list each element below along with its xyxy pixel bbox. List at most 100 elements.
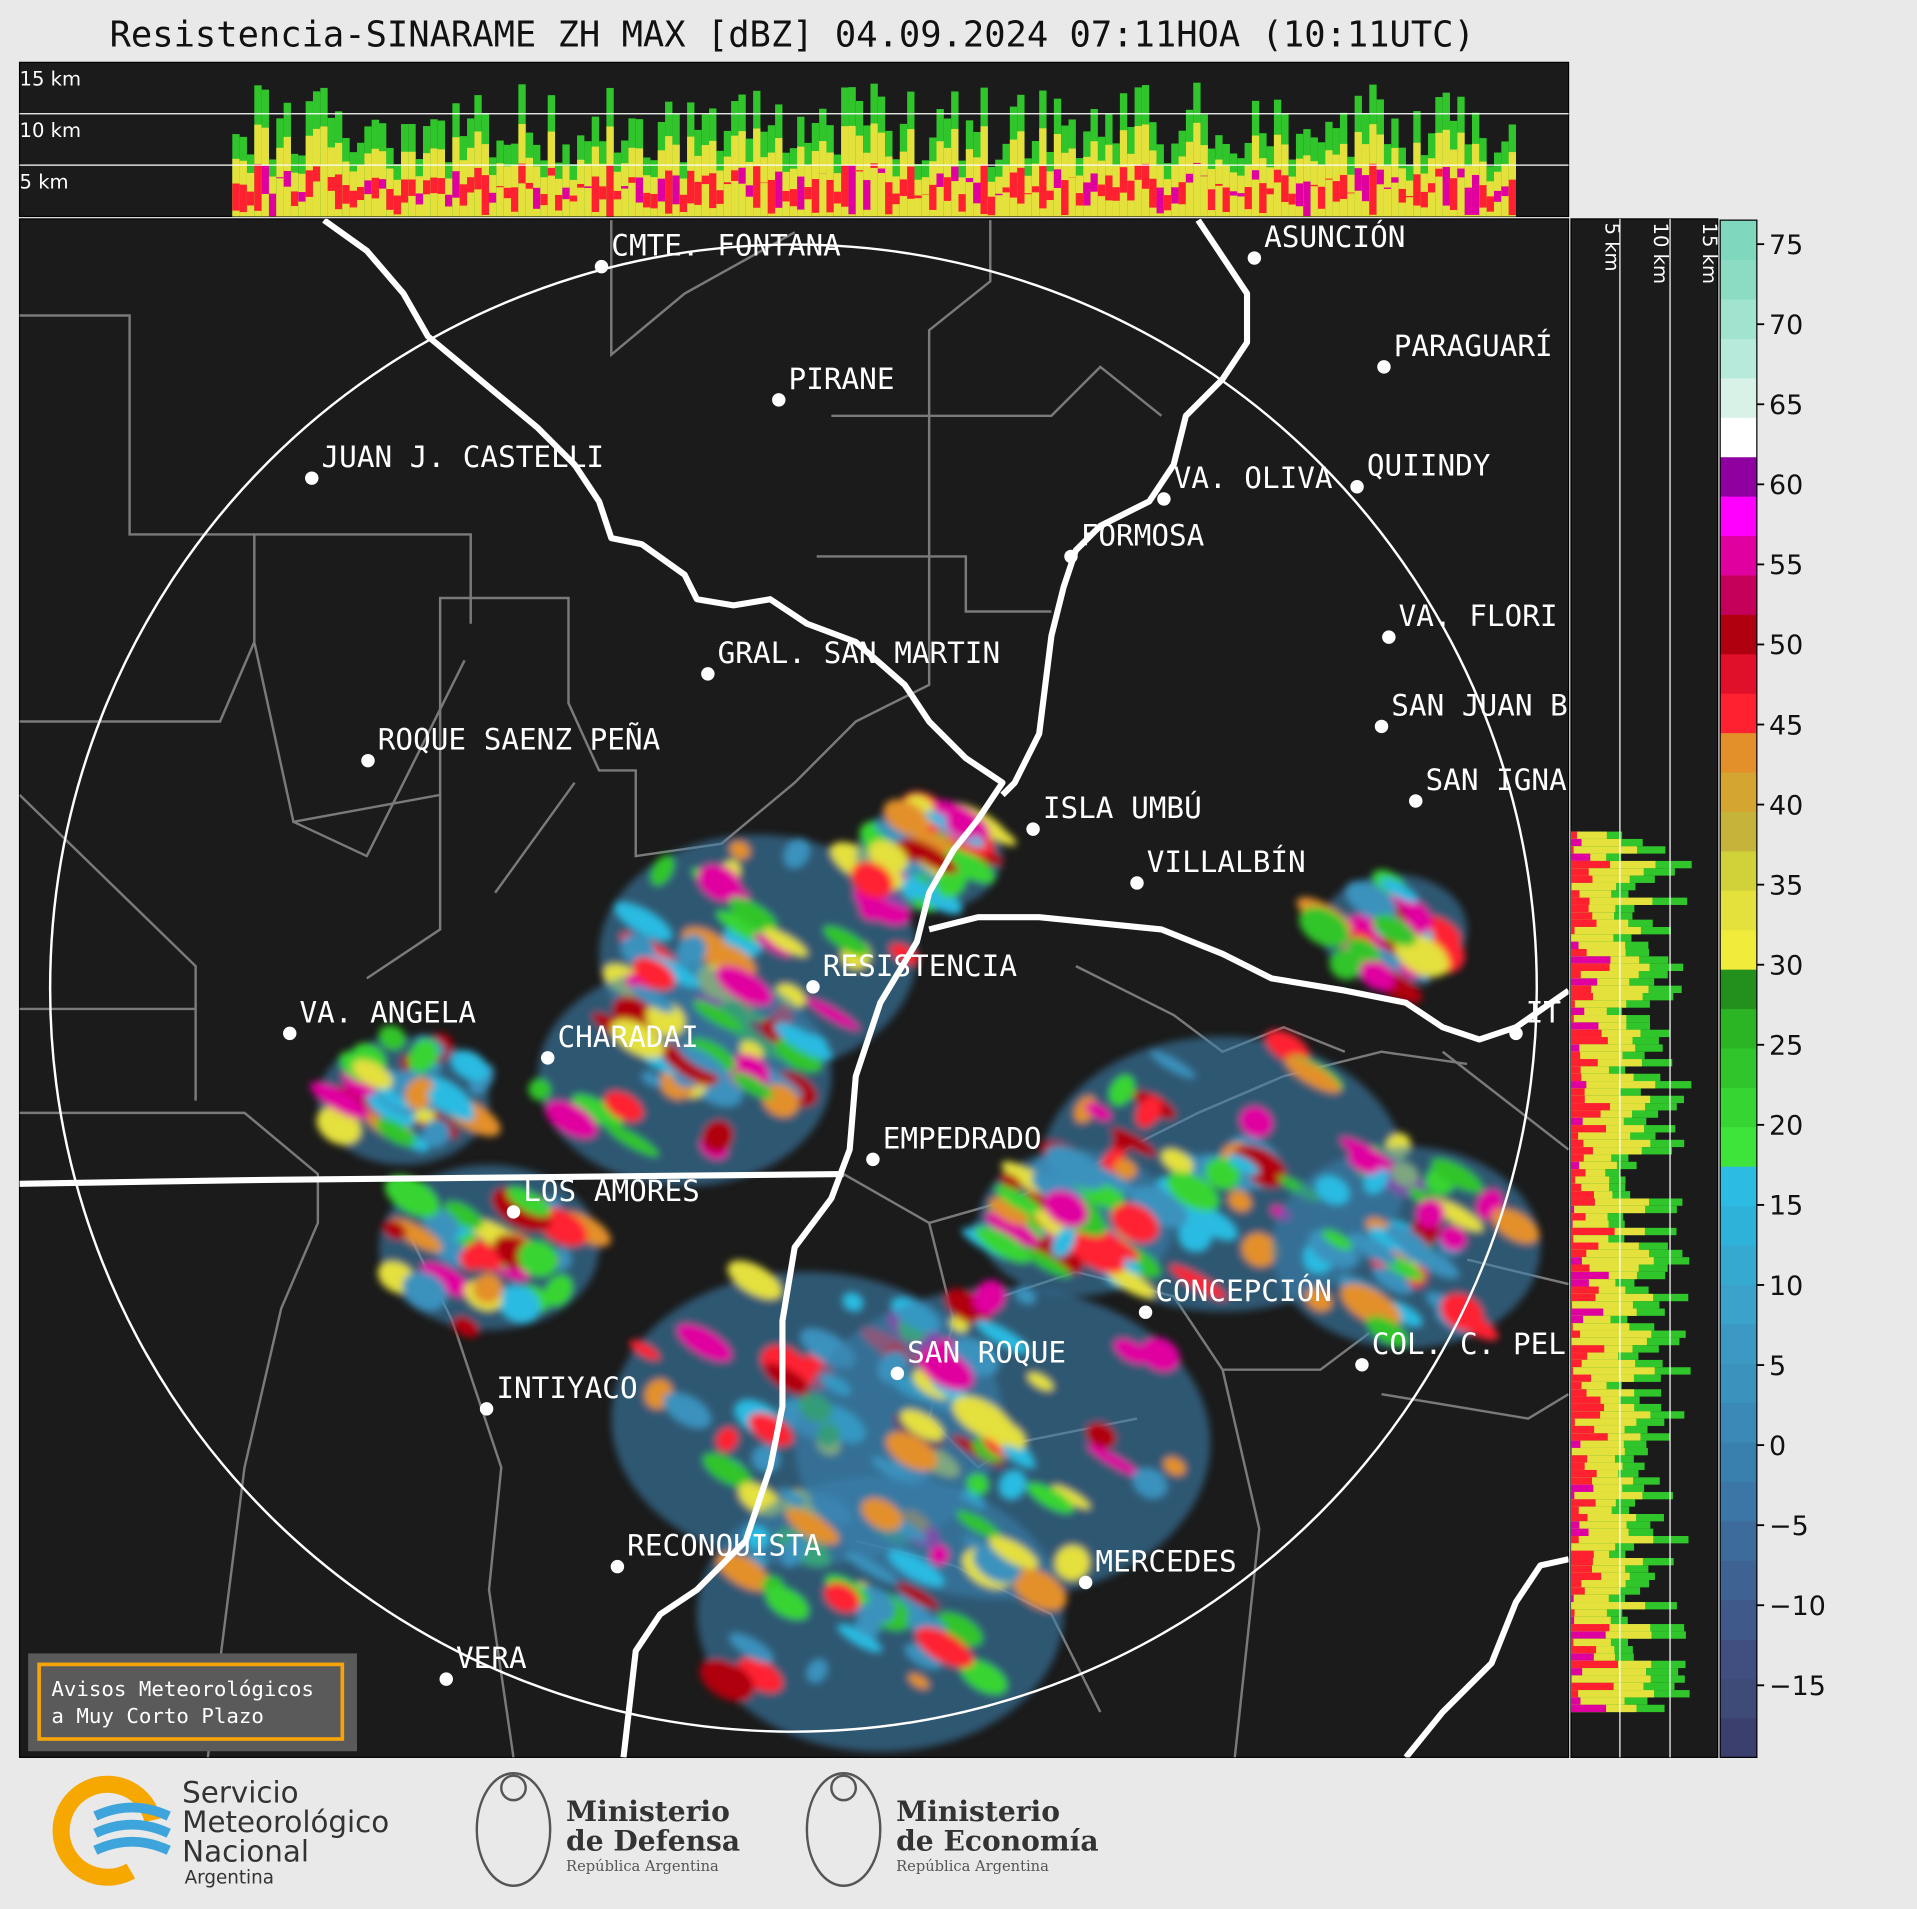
- place-label: ROQUE SAENZ PEÑA: [378, 722, 661, 757]
- place-dot: [594, 259, 609, 274]
- echo-row: [1571, 1125, 1645, 1133]
- echo-column: [356, 186, 365, 200]
- colorbar-tick-label: 5: [1769, 1351, 1786, 1382]
- echo-row: [1571, 1631, 1652, 1639]
- place-label: SAN ROQUE: [907, 1335, 1066, 1369]
- echo-column: [232, 183, 240, 211]
- place-label: MERCEDES: [1095, 1544, 1236, 1578]
- echo-cell: [1166, 1171, 1220, 1212]
- echo-cell: [731, 1072, 774, 1100]
- colorbar-band: [1720, 338, 1757, 379]
- echo-column: [1303, 181, 1311, 217]
- echo-column: [635, 177, 644, 203]
- echo-column: [1457, 168, 1465, 178]
- place-label: SAN JUAN B: [1391, 688, 1568, 722]
- echo-cell: [861, 1497, 903, 1531]
- echo-cell: [701, 1119, 734, 1153]
- place-label: VA. ANGELA: [300, 995, 477, 1029]
- echo-cell: [842, 1292, 864, 1312]
- echo-column: [1178, 182, 1186, 205]
- echo-row: [1571, 1558, 1593, 1566]
- echo-column: [1405, 195, 1414, 198]
- echo-row: [1571, 941, 1579, 949]
- echo-cell: [506, 1186, 551, 1217]
- echo-cell: [753, 933, 792, 958]
- echo-cell: [945, 849, 996, 884]
- echo-cell: [1051, 1227, 1076, 1258]
- echo-column: [907, 166, 915, 199]
- echo-row: [1571, 1088, 1620, 1096]
- place-label: COL. C. PEL: [1372, 1327, 1566, 1361]
- altitude-label: 15 km: [1698, 223, 1721, 284]
- echo-column: [290, 191, 299, 207]
- echo-cell: [1086, 1444, 1143, 1479]
- echo-row: [1571, 1095, 1585, 1104]
- echo-cell: [1135, 1095, 1162, 1129]
- echo-cell: [1344, 880, 1397, 921]
- echo-cell: [1365, 1315, 1410, 1348]
- echo-cell: [1130, 1185, 1188, 1228]
- echo-column: [408, 179, 416, 196]
- echo-column: [1310, 161, 1318, 217]
- echo-column: [261, 165, 269, 194]
- echo-cell: [675, 934, 707, 968]
- echo-cell: [975, 1319, 1030, 1354]
- echo-column: [276, 147, 284, 217]
- echo-cell: [1012, 1568, 1067, 1612]
- echo-row: [1571, 963, 1650, 972]
- echo-cell: [1185, 1203, 1238, 1241]
- echo-column: [584, 186, 592, 189]
- echo-row: [1571, 1462, 1623, 1470]
- echo-row: [1571, 1044, 1580, 1052]
- echo-row: [1571, 890, 1580, 898]
- echo-row: [1571, 1587, 1585, 1595]
- echo-row: [1571, 1132, 1579, 1140]
- echo-row: [1571, 846, 1574, 854]
- echo-column: [1310, 184, 1318, 187]
- echo-cell: [907, 1672, 930, 1690]
- colorbar-tick-label: 35: [1769, 870, 1803, 901]
- logo-text: Argentina: [185, 1867, 274, 1888]
- echo-row: [1571, 1066, 1581, 1074]
- echo-row: [1571, 1609, 1575, 1617]
- place-dot: [1138, 1305, 1153, 1319]
- echo-column: [496, 186, 504, 188]
- echo-column: [855, 170, 864, 172]
- echo-column: [701, 175, 710, 185]
- echo-cell: [650, 854, 675, 887]
- echo-column: [782, 190, 790, 202]
- echo-row: [1571, 948, 1626, 957]
- echo-column: [1134, 164, 1142, 180]
- echo-column: [877, 168, 886, 173]
- echo-cell: [959, 1658, 1008, 1696]
- echo-cell: [896, 1582, 940, 1610]
- colorbar-band: [1720, 1442, 1757, 1483]
- echo-cell: [1067, 1232, 1125, 1274]
- echo-row: [1571, 1029, 1641, 1038]
- place-dot: [1382, 630, 1396, 644]
- echo-row: [1571, 1484, 1623, 1492]
- echo-column: [1017, 167, 1025, 204]
- echo-column: [1391, 177, 1399, 183]
- echo-row: [1571, 1330, 1652, 1338]
- place-label: GRAL. SAN MARTIN: [718, 636, 1000, 670]
- echo-column: [1068, 148, 1076, 217]
- echo-row: [1571, 1359, 1636, 1368]
- echo-cell: [785, 1508, 839, 1545]
- place-label: JUAN J. CASTELLI: [322, 440, 604, 474]
- echo-cell: [382, 1219, 407, 1241]
- echo-column: [628, 177, 636, 183]
- place-dot: [361, 753, 375, 768]
- echo-cell: [405, 1077, 434, 1110]
- place-label: ASUNCIÓN: [1264, 218, 1405, 254]
- echo-column: [657, 178, 666, 202]
- echo-row: [1571, 1389, 1587, 1397]
- echo-column: [378, 179, 387, 189]
- place-label: CHARADAI: [557, 1020, 698, 1054]
- echo-cell: [1085, 1101, 1113, 1122]
- echo-row: [1571, 1198, 1595, 1206]
- colorbar-tick-label: −15: [1769, 1671, 1826, 1702]
- colorbar: −15 −10 −5 0 5 10 15 20 25 30 35 40 45 50 55 60 65 70 75: [1719, 219, 1826, 1758]
- altitude-label: 5 km: [20, 170, 69, 193]
- colorbar-tick-label: 55: [1769, 550, 1803, 581]
